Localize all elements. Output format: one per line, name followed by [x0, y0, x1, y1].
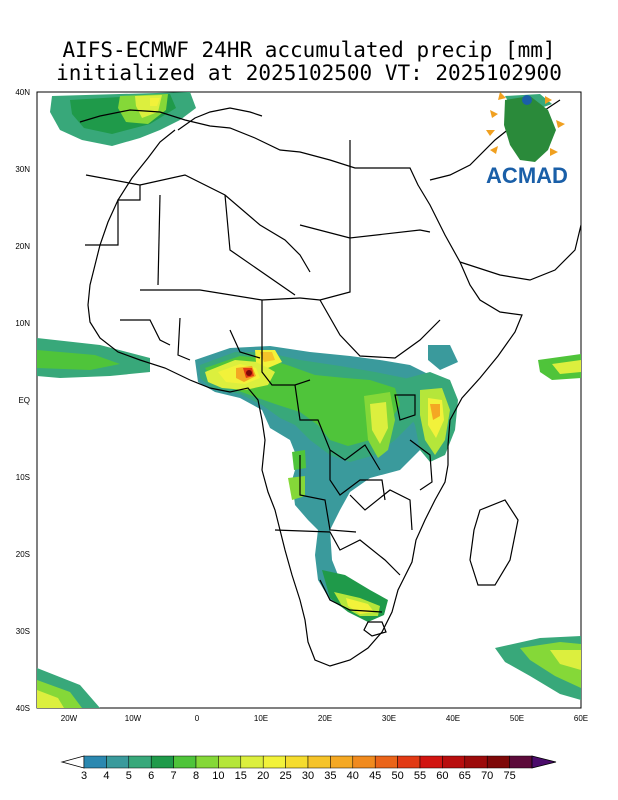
colorbar-label: 25 — [279, 770, 291, 782]
colorbar-cell — [83, 755, 107, 769]
precip-area — [370, 402, 388, 444]
lon-label: 20E — [318, 714, 332, 723]
colorbar-cell — [374, 755, 398, 769]
lon-label: 10W — [125, 714, 142, 723]
sun-rays-icon — [486, 92, 565, 156]
colorbar-label: 40 — [347, 770, 359, 782]
colorbar-cell — [173, 755, 197, 769]
lat-label: 20S — [16, 550, 30, 559]
colorbar-cell — [240, 755, 264, 769]
lat-label: 10N — [15, 319, 30, 328]
lon-label: 50E — [510, 714, 524, 723]
colorbar-cell — [218, 755, 242, 769]
lon-label: 20W — [61, 714, 78, 723]
colorbar-label: 65 — [459, 770, 471, 782]
colorbar-label: 6 — [148, 770, 154, 782]
lat-label: 10S — [16, 473, 30, 482]
colorbar-under-arrow — [60, 755, 85, 769]
colorbar-cell — [150, 755, 174, 769]
colorbar-cell — [419, 755, 443, 769]
colorbar-label: 8 — [193, 770, 199, 782]
precip-area — [292, 450, 306, 470]
precip-area — [37, 350, 120, 370]
colorbar-label: 3 — [81, 770, 87, 782]
lon-label: 30E — [382, 714, 396, 723]
colorbar-label: 30 — [302, 770, 314, 782]
colorbar-cell — [397, 755, 421, 769]
colorbar-cell — [464, 755, 488, 769]
colorbar-label: 75 — [503, 770, 515, 782]
precip-areas — [37, 92, 581, 708]
africa-logo-icon — [504, 96, 556, 162]
coastlines — [79, 99, 581, 667]
precip-max — [246, 370, 252, 376]
map-title-line1: AIFS-ECMWF 24HR accumulated precip [mm] — [62, 38, 556, 62]
lat-label: 40S — [16, 704, 30, 713]
lat-label: 40N — [15, 88, 30, 97]
lon-label: 40E — [446, 714, 460, 723]
latitude-labels: 40N 30N 20N 10N EQ 10S 20S 30S 40S — [15, 88, 30, 713]
precip-area — [150, 98, 160, 106]
lat-label: 30N — [15, 165, 30, 174]
colorbar-cell — [262, 755, 286, 769]
colorbar-cell — [128, 755, 152, 769]
colorbar-cell — [285, 755, 309, 769]
lat-label: 30S — [16, 627, 30, 636]
precip-area — [428, 345, 458, 370]
precip-area — [550, 650, 581, 670]
colorbar: 3 4 5 6 7 8 10 15 20 25 30 35 40 45 50 55 60 65 70 75 — [60, 755, 557, 782]
colorbar-label: 70 — [481, 770, 493, 782]
colorbar-label: 20 — [257, 770, 269, 782]
colorbar-cell — [106, 755, 130, 769]
colorbar-cell — [442, 755, 466, 769]
colorbar-label: 60 — [436, 770, 448, 782]
longitude-labels: 20W 10W 0 10E 20E 30E 40E 50E 60E — [61, 714, 588, 723]
colorbar-cell — [509, 755, 533, 769]
lon-label: 10E — [254, 714, 268, 723]
colorbar-cell — [352, 755, 376, 769]
drop-icon — [522, 95, 532, 105]
lon-label: 60E — [574, 714, 588, 723]
lat-label: 20N — [15, 242, 30, 251]
colorbar-cell — [486, 755, 510, 769]
colorbar-label: 15 — [235, 770, 247, 782]
lat-label: EQ — [18, 396, 30, 405]
precip-area — [430, 404, 440, 420]
colorbar-label: 55 — [414, 770, 426, 782]
precip-area — [37, 690, 64, 708]
precip-area — [288, 476, 305, 500]
colorbar-cell — [330, 755, 354, 769]
map-title-line2: initialized at 2025102500 VT: 2025102900 — [56, 61, 562, 85]
colorbar-label: 4 — [103, 770, 109, 782]
colorbar-over-arrow — [531, 755, 557, 769]
precip-area — [552, 360, 581, 374]
colorbar-label: 7 — [171, 770, 177, 782]
logo-text: ACMAD — [486, 163, 568, 188]
colorbar-label: 35 — [324, 770, 336, 782]
colorbar-cell — [195, 755, 219, 769]
colorbar-label: 5 — [126, 770, 132, 782]
lon-label: 0 — [195, 714, 200, 723]
precip-area — [346, 598, 374, 614]
precip-area — [260, 352, 275, 362]
colorbar-label: 50 — [391, 770, 403, 782]
acmad-logo: ACMAD — [486, 92, 568, 188]
colorbar-label: 45 — [369, 770, 381, 782]
colorbar-label: 10 — [212, 770, 224, 782]
colorbar-cell — [307, 755, 331, 769]
